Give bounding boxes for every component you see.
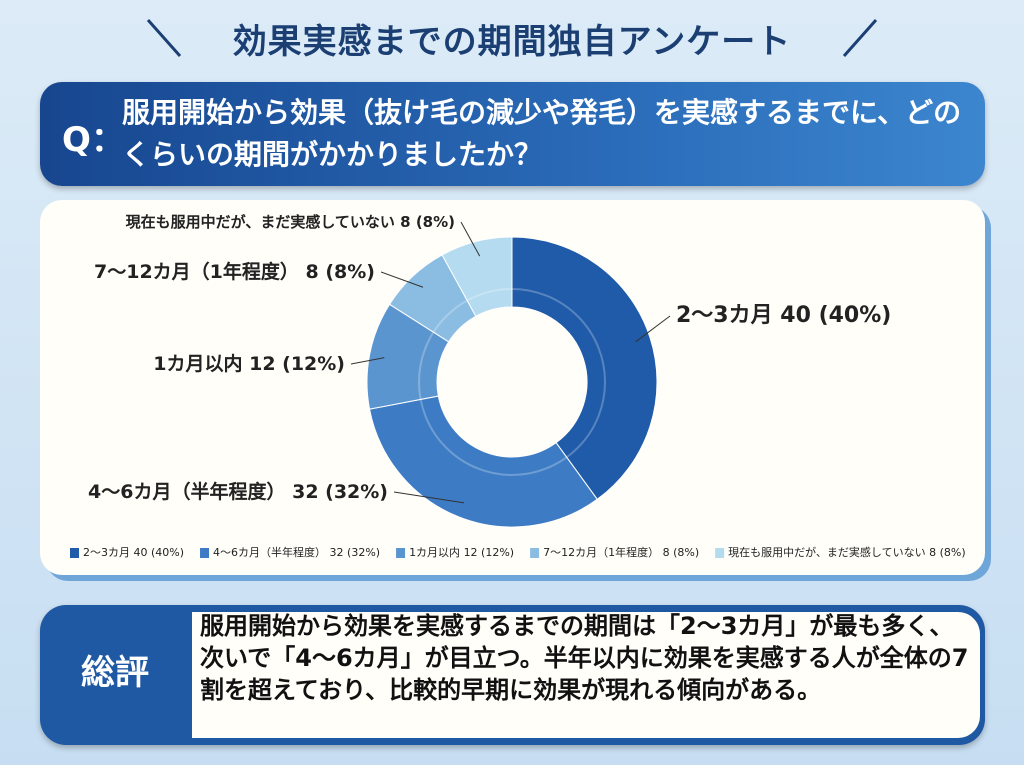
question-text: 服用開始から効果（抜け毛の減少や発毛）を実感するまでに、どのくらいの期間がかかり… <box>122 96 962 171</box>
question-label: Q： <box>62 120 125 160</box>
summary-panel <box>192 612 980 738</box>
slice-label-value: 40 (40%) <box>780 303 891 328</box>
legend-label: 現在も服用中だが、まだ実感していない 8 (8%) <box>728 545 965 559</box>
legend-value: 32 (32%) <box>330 546 381 559</box>
legend-category: 現在も服用中だが、まだ実感していない <box>728 545 925 559</box>
legend-category: 2〜3カ月 <box>83 546 130 559</box>
legend-swatch <box>715 548 725 558</box>
summary-label: 総評 <box>81 653 149 693</box>
donut-slice <box>368 395 598 528</box>
legend-swatch <box>200 548 210 558</box>
slice-label-value: 8 (8%) <box>306 261 375 283</box>
slice-label-category: 4〜6カ月（半年程度） <box>88 480 285 503</box>
legend-label: 4〜6カ月（半年程度） 32 (32%) <box>213 545 380 559</box>
legend-value: 8 (8%) <box>663 546 700 559</box>
page-title: 効果実感までの期間独自アンケート <box>232 22 792 62</box>
inner-ring <box>418 288 606 476</box>
leader-line <box>380 271 424 288</box>
slice-label-category: 7〜12カ月（1年程度） <box>94 260 299 283</box>
donut-slice <box>511 236 658 501</box>
legend-swatch <box>530 548 540 558</box>
slice-label-value: 8 (8%) <box>400 213 455 231</box>
legend-category: 4〜6カ月（半年程度） <box>213 545 326 559</box>
slice-label: 4〜6カ月（半年程度） 32 (32%) <box>88 480 388 503</box>
legend-swatch <box>70 548 79 558</box>
slice-label: 2〜3カ月 40 (40%) <box>676 303 891 328</box>
slice-label-category: 2〜3カ月 <box>676 303 773 328</box>
legend-value: 40 (40%) <box>134 546 185 559</box>
summary-text: 服用開始から効果を実感するまでの期間は「2〜3カ月」が最も多く、次いで「4〜6カ… <box>200 612 969 704</box>
slice-label: 7〜12カ月（1年程度） 8 (8%) <box>94 260 375 283</box>
title-decoration <box>146 19 878 57</box>
slice-label-category: 現在も服用中だが、まだ実感していない <box>126 213 395 231</box>
leader-line <box>350 357 385 365</box>
leader-line <box>460 221 481 257</box>
chart: 2〜3カ月 40 (40%) 4〜6カ月（半年程度） 32 (32%) 1カ月以内 … <box>70 213 966 559</box>
legend-label: 7〜12カ月（1年程度） 8 (8%) <box>543 545 699 559</box>
question-box <box>40 82 985 186</box>
donut-slice <box>441 236 513 317</box>
legend-value: 8 (8%) <box>929 546 966 559</box>
slice-label-value: 12 (12%) <box>249 353 345 375</box>
leader-line <box>393 491 465 504</box>
slice-label: 1カ月以内 12 (12%) <box>153 352 345 375</box>
slash-left <box>146 19 182 57</box>
legend-label: 1カ月以内 12 (12%) <box>409 545 514 559</box>
legend-value: 12 (12%) <box>464 546 515 559</box>
slice-label: 現在も服用中だが、まだ実感していない 8 (8%) <box>126 213 455 231</box>
legend-category: 7〜12カ月（1年程度） <box>543 545 659 559</box>
legend-category: 1カ月以内 <box>409 545 460 559</box>
slice-label-value: 32 (32%) <box>292 481 388 503</box>
slice-label-category: 1カ月以内 <box>153 352 242 375</box>
legend-label: 2〜3カ月 40 (40%) <box>83 546 184 559</box>
slash-right <box>842 19 878 57</box>
leader-line <box>635 315 671 343</box>
legend-swatch <box>396 548 406 558</box>
